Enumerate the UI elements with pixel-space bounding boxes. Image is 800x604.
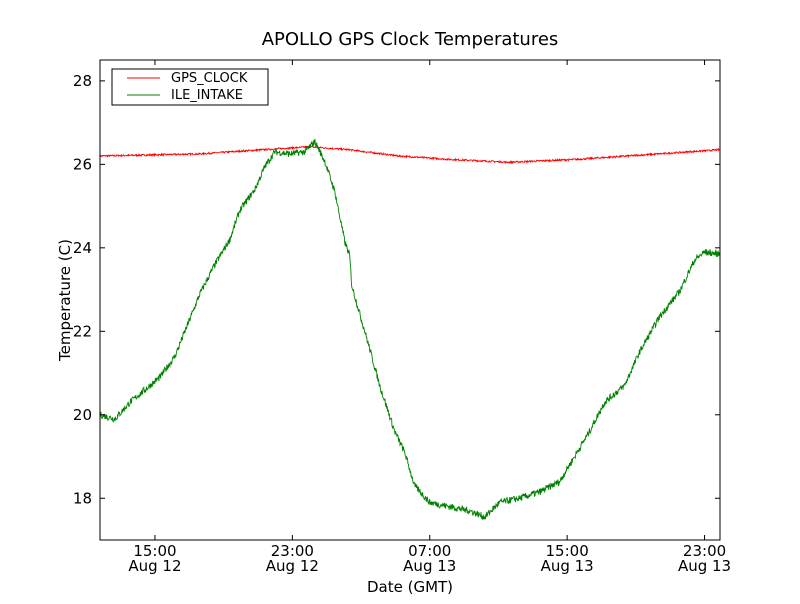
y-tick-label: 18	[73, 489, 92, 507]
x-tick-label-time: 15:00	[133, 542, 176, 560]
y-tick-label: 20	[73, 406, 92, 424]
y-tick-label: 28	[73, 72, 92, 90]
x-tick-label-date: Aug 12	[266, 557, 319, 575]
plot-lines	[99, 138, 720, 520]
y-tick-label: 24	[73, 239, 92, 257]
series-line-gps-clock	[99, 145, 720, 165]
y-tick-label: 26	[73, 155, 92, 173]
x-axis-label: Date (GMT)	[367, 578, 453, 596]
plot-frame	[99, 59, 721, 541]
series-line-ile-intake	[99, 138, 720, 520]
x-tick-label-date: Aug 13	[403, 557, 456, 575]
x-tick-label-time: 15:00	[546, 542, 589, 560]
x-tick-label-date: Aug 13	[541, 557, 594, 575]
y-axis-label: Temperature (C)	[56, 239, 74, 362]
y-tick-label: 22	[73, 322, 92, 340]
x-tick-label-time: 23:00	[683, 542, 726, 560]
x-tick-label-date: Aug 12	[128, 557, 181, 575]
x-tick-label-date: Aug 13	[678, 557, 731, 575]
x-tick-label-time: 07:00	[408, 542, 451, 560]
chart-title: APOLLO GPS Clock Temperatures	[262, 29, 559, 50]
legend-label-ile-intake: ILE_INTAKE	[171, 88, 243, 103]
legend: GPS_CLOCK ILE_INTAKE	[111, 68, 269, 106]
legend-box	[111, 68, 269, 106]
x-tick-label-time: 23:00	[271, 542, 314, 560]
legend-label-gps-clock: GPS_CLOCK	[171, 71, 248, 86]
